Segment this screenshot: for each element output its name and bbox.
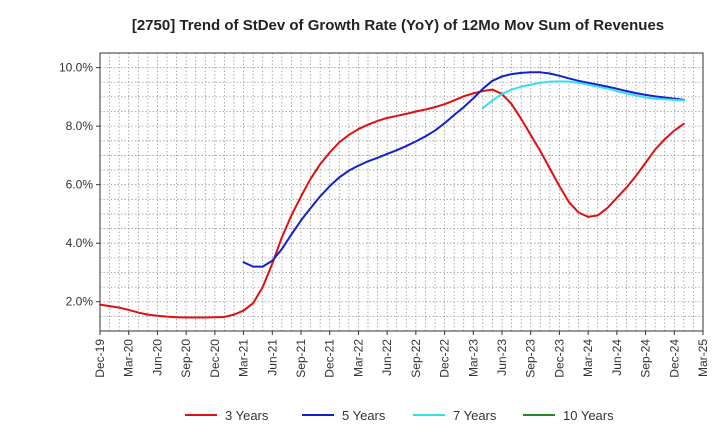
x-tick-label: Jun-20 (150, 339, 164, 376)
series-line-3-years (99, 88, 685, 319)
y-tick-label: 4.0% (66, 236, 94, 250)
legend-label: 7 Years (453, 408, 497, 423)
x-tick-label: Dec-20 (208, 339, 222, 378)
legend: 3 Years 5 Years 7 Years 10 Years (185, 408, 614, 423)
series-lines (99, 71, 685, 319)
x-tick-label: Mar-25 (696, 339, 710, 377)
y-tick-label: 8.0% (66, 119, 94, 133)
y-tick-label: 10.0% (59, 61, 93, 75)
x-tick-label: Mar-22 (351, 339, 365, 377)
x-tick-label: Jun-24 (610, 339, 624, 376)
grid (100, 53, 703, 331)
x-tick-label: Mar-23 (466, 339, 480, 377)
y-tick-label: 6.0% (66, 178, 94, 192)
x-tick-label: Sep-23 (524, 339, 538, 378)
x-tick-label: Sep-20 (179, 339, 193, 378)
x-tick-label: Dec-24 (667, 339, 681, 378)
x-tick-label: Dec-23 (552, 339, 566, 378)
series-line-5-years (242, 71, 685, 268)
x-tick-label: Mar-20 (122, 339, 136, 377)
y-axis: 2.0% 4.0% 6.0% 8.0% 10.0% (59, 61, 100, 309)
x-tick-label: Jun-22 (380, 339, 394, 376)
legend-label: 3 Years (225, 408, 269, 423)
legend-label: 5 Years (342, 408, 386, 423)
x-tick-label: Mar-21 (237, 339, 251, 377)
x-tick-label: Dec-19 (93, 339, 107, 378)
x-tick-label: Dec-22 (438, 339, 452, 378)
legend-label: 10 Years (563, 408, 614, 423)
series-line-7-years (481, 80, 685, 110)
y-tick-label: 2.0% (66, 295, 94, 309)
x-tick-label: Jun-21 (265, 339, 279, 376)
x-tick-label: Sep-22 (409, 339, 423, 378)
x-tick-label: Jun-23 (495, 339, 509, 376)
x-tick-label: Sep-21 (294, 339, 308, 378)
plot-frame (99, 52, 704, 332)
x-tick-label: Mar-24 (581, 339, 595, 377)
x-tick-label: Sep-24 (639, 339, 653, 378)
x-axis: Dec-19 Mar-20 Jun-20 Sep-20 Dec-20 Mar-21 Jun-… (93, 331, 710, 378)
chart-title: [2750] Trend of StDev of Growth Rate (Yo… (132, 17, 664, 34)
x-tick-label: Dec-21 (323, 339, 337, 378)
